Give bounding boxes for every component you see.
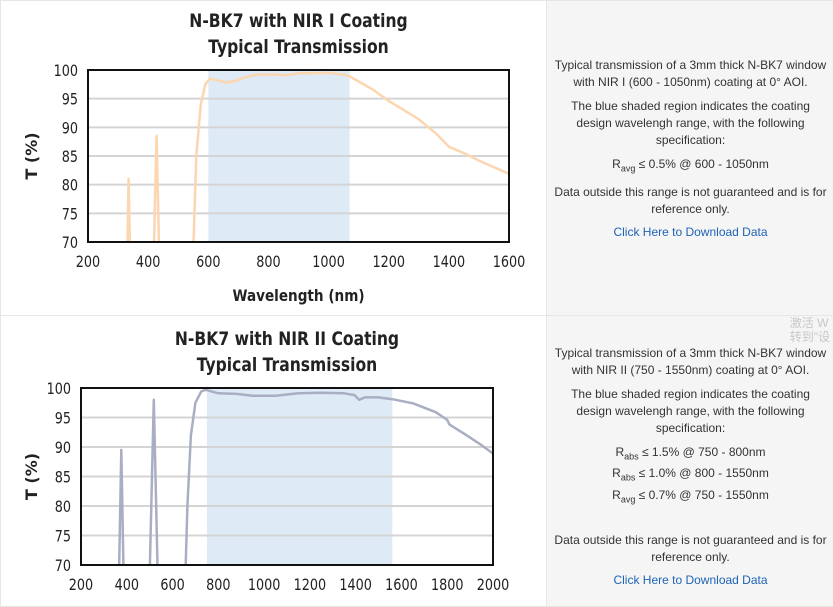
y-tick-label: 90 xyxy=(55,440,71,458)
x-tick-label: 1400 xyxy=(339,577,372,595)
watermark-line: 转到"设 xyxy=(789,330,830,344)
download-data-link[interactable]: Click Here to Download Data xyxy=(613,225,768,240)
x-tick-label: 2000 xyxy=(477,577,510,595)
x-tick-label: 800 xyxy=(256,254,280,272)
x-tick-label: 200 xyxy=(69,577,93,595)
plot-frame xyxy=(80,387,494,566)
chart-title: N-BK7 with NIR I Coating xyxy=(189,11,407,33)
spec-line: Rabs ≤ 1.0% @ 800 - 1550nm xyxy=(612,466,769,483)
x-axis-label: Wavelength (nm) xyxy=(232,287,364,305)
chart-subtitle: Typical Transmission xyxy=(197,355,378,377)
y-tick-label: 100 xyxy=(47,381,71,399)
spec-list: Rabs ≤ 1.5% @ 750 - 800nm Rabs ≤ 1.0% @ 8… xyxy=(553,444,828,508)
plot-frame xyxy=(87,69,510,243)
y-tick-label: 95 xyxy=(55,410,71,428)
x-tick-label: 200 xyxy=(76,254,100,272)
x-tick-label: 1800 xyxy=(431,577,464,595)
y-tick-label: 80 xyxy=(55,499,71,517)
x-tick-label: 1600 xyxy=(385,577,418,595)
chart-row-nir-i: N-BK7 with NIR I Coating Typical Transmis… xyxy=(0,0,833,316)
y-tick-label: 100 xyxy=(54,63,78,81)
disclaimer: Data outside this range is not guarantee… xyxy=(554,533,827,565)
x-tick-label: 1200 xyxy=(372,254,405,272)
x-tick-label: 600 xyxy=(196,254,220,272)
spec-line: Rabs ≤ 1.5% @ 750 - 800nm xyxy=(615,445,766,462)
nir-i-info-panel: Typical transmission of a 3mm thick N-BK… xyxy=(546,1,833,315)
shaded-note: The blue shaded region indicates the coa… xyxy=(571,99,810,147)
spec-line: Ravg ≤ 0.7% @ 750 - 1550nm xyxy=(612,487,769,505)
description: Typical transmission of a 3mm thick N-BK… xyxy=(554,346,827,377)
download-data-link[interactable]: Click Here to Download Data xyxy=(613,573,768,588)
transmission-curve xyxy=(117,448,125,565)
x-tick-label: 1400 xyxy=(433,254,466,272)
y-axis-label: T (%) xyxy=(22,453,41,500)
transmission-curve xyxy=(192,71,509,242)
y-tick-label: 80 xyxy=(62,177,78,195)
chart-title: N-BK7 with NIR II Coating xyxy=(175,329,399,351)
nir-ii-transmission-chart: N-BK7 with NIR II Coating Typical Transmi… xyxy=(22,329,510,595)
os-activation-watermark: 激活 W 转到"设 xyxy=(790,316,830,344)
transmission-curve xyxy=(184,388,493,565)
transmission-curve xyxy=(148,398,159,565)
x-tick-label: 1600 xyxy=(493,254,526,272)
y-tick-label: 70 xyxy=(62,235,78,253)
chart-subtitle: Typical Transmission xyxy=(208,37,389,59)
y-tick-label: 95 xyxy=(62,91,78,109)
y-axis-label: T (%) xyxy=(22,132,41,179)
y-tick-label: 85 xyxy=(62,149,78,167)
transmission-curve xyxy=(126,177,132,242)
x-tick-label: 400 xyxy=(115,577,139,595)
spec-list: Ravg ≤ 0.5% @ 600 - 1050nm xyxy=(553,156,828,177)
y-tick-label: 90 xyxy=(62,120,78,138)
nir-ii-info-panel: 激活 W 转到"设 Typical transmission of a 3mm … xyxy=(546,316,833,606)
y-tick-label: 85 xyxy=(55,469,71,487)
x-tick-label: 600 xyxy=(160,577,184,595)
x-tick-label: 400 xyxy=(136,254,160,272)
disclaimer: Data outside this range is not guarantee… xyxy=(554,185,827,217)
chart-row-nir-ii: N-BK7 with NIR II Coating Typical Transmi… xyxy=(0,315,833,607)
shaded-note: The blue shaded region indicates the coa… xyxy=(571,387,810,435)
y-tick-label: 75 xyxy=(62,206,78,224)
y-tick-label: 70 xyxy=(55,558,71,576)
transmission-curve xyxy=(152,134,161,242)
x-tick-label: 800 xyxy=(206,577,230,595)
nir-i-transmission-chart: N-BK7 with NIR I Coating Typical Transmis… xyxy=(22,11,526,306)
spec-line: Ravg ≤ 0.5% @ 600 - 1050nm xyxy=(612,157,769,174)
watermark-line: 激活 W xyxy=(789,316,829,330)
x-tick-label: 1000 xyxy=(248,577,281,595)
x-tick-label: 1200 xyxy=(294,577,327,595)
x-tick-label: 1000 xyxy=(312,254,345,272)
description: Typical transmission of a 3mm thick N-BK… xyxy=(554,58,827,89)
y-tick-label: 75 xyxy=(55,528,71,546)
